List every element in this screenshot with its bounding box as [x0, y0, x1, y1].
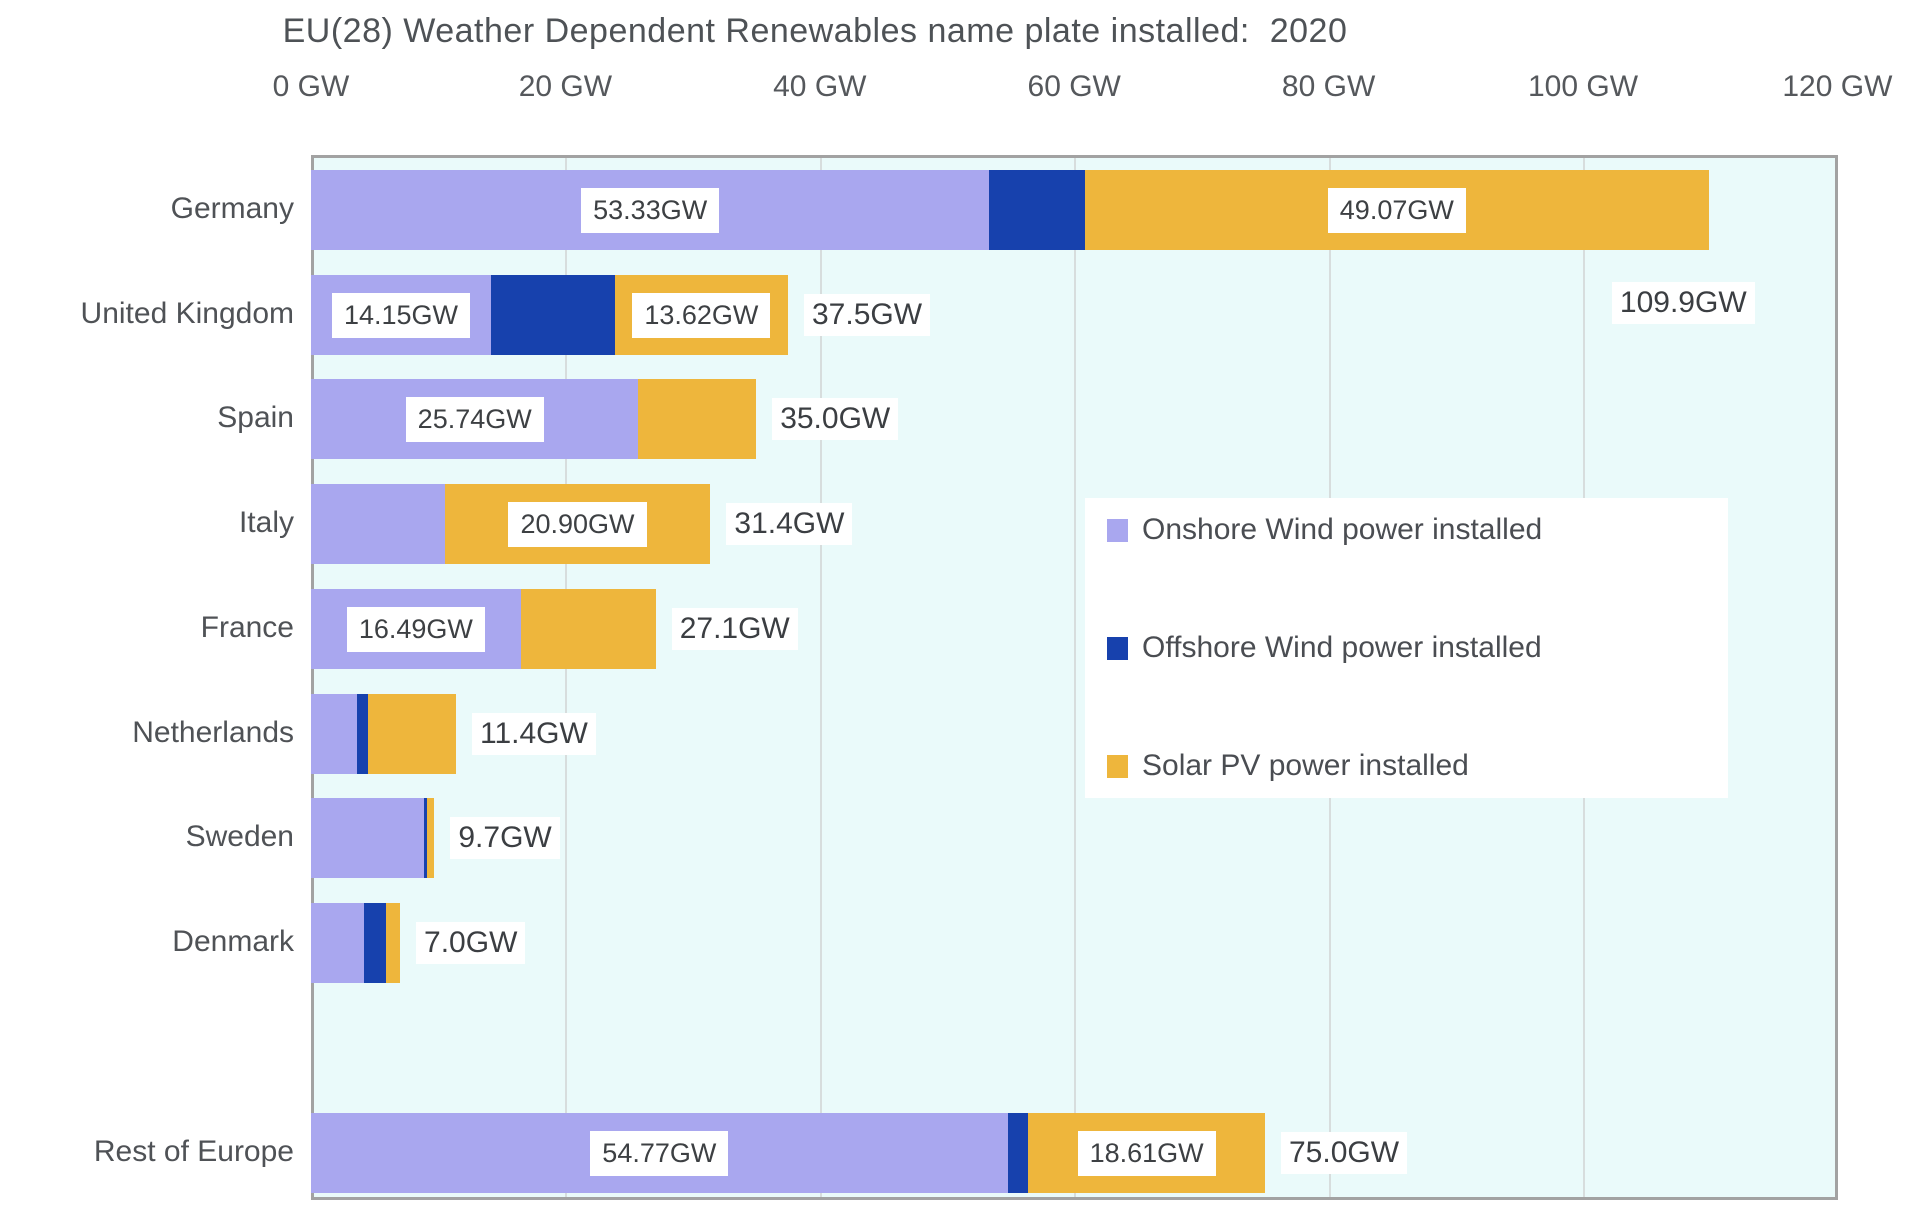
legend-item: Solar PV power installed [1107, 746, 1728, 786]
category-label: Italy [238, 506, 294, 539]
segment-value-label: 25.74GW [405, 396, 544, 442]
bar-row: 14.15GW 13.62GW [311, 275, 788, 355]
category-label: Germany [170, 192, 294, 225]
gridline [819, 158, 822, 1197]
gridline [1074, 158, 1077, 1197]
legend-label: Solar PV power installed [1142, 749, 1469, 782]
category-label: France [200, 611, 294, 644]
x-tick-label: 40 GW [773, 70, 867, 103]
bar-row: 53.33GW 49.07GW [311, 170, 1709, 250]
bar-segment-offshore [424, 798, 427, 878]
bar-segment-onshore [311, 903, 365, 983]
bar-segment-onshore: 54.77GW [311, 1113, 1008, 1193]
x-tick-label: 80 GW [1281, 70, 1376, 103]
bar-segment-onshore: 16.49GW [311, 589, 521, 669]
total-value-label: 75.0GW [1281, 1132, 1408, 1174]
gridline [565, 158, 568, 1197]
total-value-label: 11.4GW [472, 713, 596, 755]
bar-segment-solar [520, 589, 656, 669]
bar-row [311, 798, 435, 878]
total-value-label: 9.7GW [450, 817, 560, 859]
total-value-label: 31.4GW [726, 503, 853, 545]
segment-value-label: 20.90GW [508, 501, 647, 547]
bar-segment-onshore: 25.74GW [311, 379, 639, 459]
segment-value-label: 54.77GW [590, 1130, 729, 1176]
bar-segment-offshore [490, 275, 615, 355]
category-label: Sweden [185, 820, 294, 853]
legend-label: Offshore Wind power installed [1142, 631, 1542, 664]
legend-swatch-icon [1107, 754, 1128, 778]
category-label: United Kingdom [80, 297, 294, 330]
legend-swatch-icon [1107, 636, 1128, 660]
total-value-label: 7.0GW [416, 922, 526, 964]
segment-value-label: 16.49GW [346, 606, 485, 652]
chart-title: EU(28) Weather Dependent Renewables name… [282, 12, 1348, 50]
legend-swatch-icon [1107, 518, 1128, 542]
category-label: Spain [217, 401, 294, 434]
bar-segment-offshore [356, 694, 369, 774]
segment-value-label: 14.15GW [331, 292, 471, 338]
total-value-label: 27.1GW [671, 608, 798, 650]
legend-label: Onshore Wind power installed [1142, 513, 1543, 546]
bar-segment-solar: 13.62GW [614, 275, 788, 355]
x-tick-label: 20 GW [518, 70, 613, 103]
bar-row: 25.74GW [311, 379, 757, 459]
bar-segment-onshore [311, 694, 357, 774]
bar-row [311, 694, 456, 774]
legend: Onshore Wind power installed Offshore Win… [1085, 498, 1728, 798]
bar-segment-solar: 49.07GW [1084, 170, 1709, 250]
bar-segment-offshore [364, 903, 387, 983]
bar-segment-offshore [989, 170, 1085, 250]
total-value-label: 109.9GW [1611, 282, 1755, 324]
x-tick-label: 0 GW [272, 70, 350, 103]
legend-item: Offshore Wind power installed [1107, 628, 1728, 668]
total-value-label: 35.0GW [772, 398, 899, 440]
x-tick-label: 60 GW [1027, 70, 1121, 103]
category-label: Denmark [172, 925, 294, 958]
bar-row: 20.90GW [311, 484, 711, 564]
bar-segment-solar: 20.90GW [444, 484, 711, 564]
bar-segment-onshore: 53.33GW [311, 170, 990, 250]
segment-value-label: 53.33GW [581, 187, 720, 233]
category-label: Rest of Europe [93, 1135, 294, 1168]
bar-segment-solar [426, 798, 435, 878]
segment-value-label: 49.07GW [1327, 187, 1466, 233]
bar-segment-solar [638, 379, 757, 459]
bar-row [311, 903, 401, 983]
bar-segment-solar: 18.61GW [1028, 1113, 1265, 1193]
bar-row: 16.49GW [311, 589, 656, 669]
x-tick-label: 100 GW [1527, 70, 1639, 103]
bar-segment-solar [386, 903, 401, 983]
segment-value-label: 18.61GW [1077, 1130, 1216, 1176]
bar-segment-onshore [311, 798, 425, 878]
bar-segment-onshore [311, 484, 445, 564]
bar-segment-offshore [1007, 1113, 1029, 1193]
bar-row: 54.77GW 18.61GW [311, 1113, 1265, 1193]
category-label: Netherlands [132, 716, 294, 749]
bar-segment-solar [368, 694, 456, 774]
bar-segment-onshore: 14.15GW [311, 275, 491, 355]
legend-item: Onshore Wind power installed [1107, 510, 1728, 550]
segment-value-label: 13.62GW [632, 292, 771, 338]
total-value-label: 37.5GW [804, 294, 931, 336]
x-tick-label: 120 GW [1782, 70, 1893, 103]
